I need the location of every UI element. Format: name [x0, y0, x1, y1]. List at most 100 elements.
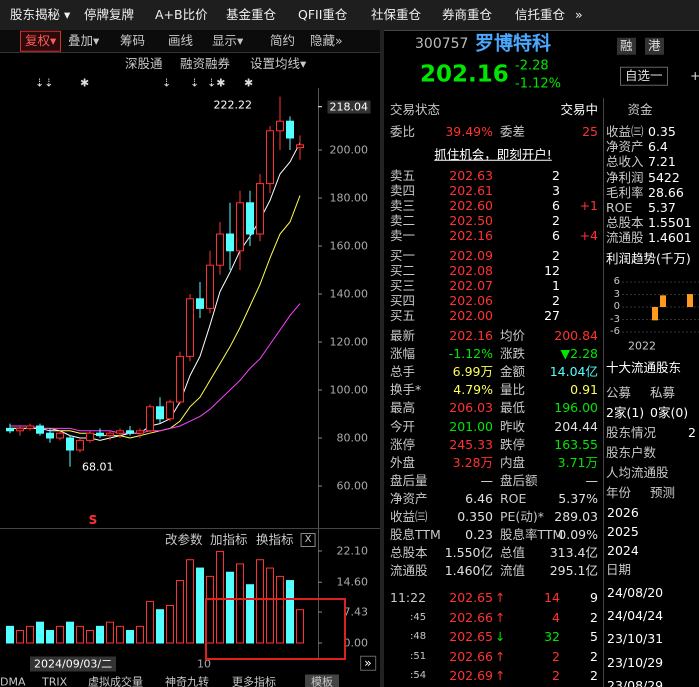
- indicator-tab[interactable]: 模板: [305, 674, 339, 687]
- menu-item[interactable]: 基金重仓: [226, 6, 277, 22]
- candle-body: [156, 406, 164, 420]
- stat-label: 跌停: [500, 436, 526, 452]
- watchlist-button[interactable]: 自选一: [620, 66, 668, 86]
- side-divider: [603, 98, 604, 687]
- add-button[interactable]: +: [690, 67, 699, 83]
- badge[interactable]: 融: [617, 37, 636, 55]
- candle-body: [76, 439, 84, 451]
- y-tick-label: 200.00: [329, 143, 369, 157]
- indicator-button[interactable]: 改参数: [165, 531, 203, 547]
- candle-body: [296, 144, 304, 149]
- volume-bar: [86, 630, 94, 644]
- candle-body: [126, 430, 134, 434]
- bid-label: 买一: [390, 247, 416, 263]
- stat-value: 3.71万: [557, 454, 598, 470]
- ask-price: 202.61: [449, 182, 493, 198]
- y-tick-label: 80.00: [336, 431, 369, 445]
- year-head: 预测: [650, 484, 676, 500]
- toolbar-button[interactable]: 简约: [270, 32, 296, 48]
- signal-marker: ✱: [244, 76, 254, 90]
- holder-row: 2: [688, 424, 696, 440]
- ask-volume: 2: [552, 167, 560, 183]
- close-button[interactable]: X: [300, 533, 316, 547]
- toolbar-button[interactable]: 叠加▾: [68, 32, 100, 48]
- scroll-button[interactable]: »: [360, 655, 376, 671]
- volume-bar: [276, 575, 284, 644]
- candle-body: [286, 120, 294, 139]
- year-label: 2022: [628, 339, 656, 353]
- candle-body: [236, 202, 244, 252]
- y-tick-label: 180.00: [329, 191, 369, 205]
- badge[interactable]: 港: [645, 37, 664, 55]
- stat-value: 289.03: [554, 508, 598, 524]
- side-tab[interactable]: 资金: [627, 101, 653, 117]
- volume-bar: [146, 600, 154, 644]
- indicator-tab[interactable]: 虚拟成交量: [88, 675, 143, 687]
- volume-bar: [166, 605, 174, 644]
- stat-label: ROE: [500, 490, 527, 506]
- toolbar-button[interactable]: 复权▾: [20, 30, 62, 52]
- promo-banner[interactable]: 抓住机会，即刻开户!: [434, 146, 552, 162]
- stat-label: PE(动)*: [500, 508, 544, 524]
- toolbar-button[interactable]: 筹码: [120, 32, 146, 48]
- stat-value: 1.460亿: [444, 563, 493, 579]
- fin-label: 毛利率: [606, 184, 644, 200]
- candle-body: [136, 430, 144, 434]
- tick-count: 5: [590, 628, 598, 644]
- fund-value: 2家(1): [606, 404, 645, 420]
- stat-value: 3.28万: [452, 454, 493, 470]
- menu-item[interactable]: 信托重仓: [515, 6, 566, 22]
- menu-item[interactable]: A+B比价: [155, 6, 208, 22]
- indicator-tab[interactable]: DMA: [0, 675, 26, 687]
- stat-label: 金额: [500, 363, 526, 379]
- menu-item[interactable]: 股东揭秘 ▾: [10, 6, 71, 22]
- panel-divider: [0, 528, 380, 529]
- chart-link[interactable]: 深股通: [125, 55, 163, 71]
- menu-item[interactable]: »: [575, 6, 583, 22]
- candle-body: [186, 298, 194, 357]
- stat-label: 换手*: [390, 382, 422, 398]
- stat-value: 204.44: [554, 418, 598, 434]
- ask-label: 卖三: [390, 197, 416, 213]
- ask-delta: +4: [579, 227, 598, 243]
- toolbar-button[interactable]: 隐藏»: [310, 32, 343, 48]
- tick-time: :51: [410, 650, 427, 662]
- low-label: 68.01: [82, 460, 114, 474]
- fin-label: 净资产: [606, 138, 644, 154]
- y-tick-label: 0: [613, 301, 620, 312]
- candle-body: [6, 427, 14, 432]
- indicator-button[interactable]: 换指标: [256, 531, 294, 547]
- bid-label: 买二: [390, 262, 416, 278]
- stat-value: —: [480, 472, 494, 488]
- stat-value: ▼2.28: [560, 345, 598, 361]
- bid-volume: 12: [544, 262, 560, 278]
- y-tick-label: 3: [613, 288, 620, 300]
- bid-price: 202.07: [449, 277, 493, 293]
- stat-label: 收益㈢: [390, 508, 428, 524]
- stat-value: 5.37%: [558, 490, 598, 506]
- indicator-tab[interactable]: 更多指标: [232, 675, 276, 687]
- indicator-tab[interactable]: 神奇九转: [165, 675, 209, 687]
- candle-body: [36, 425, 44, 434]
- candle-body: [216, 233, 224, 266]
- tick-price: 202.69: [449, 667, 493, 683]
- indicator-tab[interactable]: TRIX: [42, 675, 68, 687]
- ask-delta: +1: [579, 197, 598, 213]
- toolbar-button[interactable]: 显示▾: [212, 32, 244, 48]
- high-label: 222.22: [213, 98, 253, 112]
- menu-item[interactable]: QFII重仓: [298, 6, 348, 22]
- y-tick-label: -3: [610, 313, 620, 325]
- menu-item[interactable]: 券商重仓: [442, 6, 493, 22]
- chart-link[interactable]: 融资融券: [180, 55, 231, 71]
- menu-item[interactable]: 社保重仓: [371, 6, 422, 22]
- date-head: 日期: [606, 561, 632, 577]
- stat-label: 总手: [390, 363, 416, 379]
- stat-label: 均价: [500, 327, 526, 343]
- fin-label: 总收入: [606, 154, 644, 170]
- toolbar-button[interactable]: 画线: [168, 32, 194, 48]
- splitter: [380, 30, 384, 687]
- indicator-button[interactable]: 加指标: [210, 531, 248, 547]
- chart-link[interactable]: 设置均线▾: [250, 55, 307, 71]
- menu-item[interactable]: 停牌复牌: [84, 6, 135, 22]
